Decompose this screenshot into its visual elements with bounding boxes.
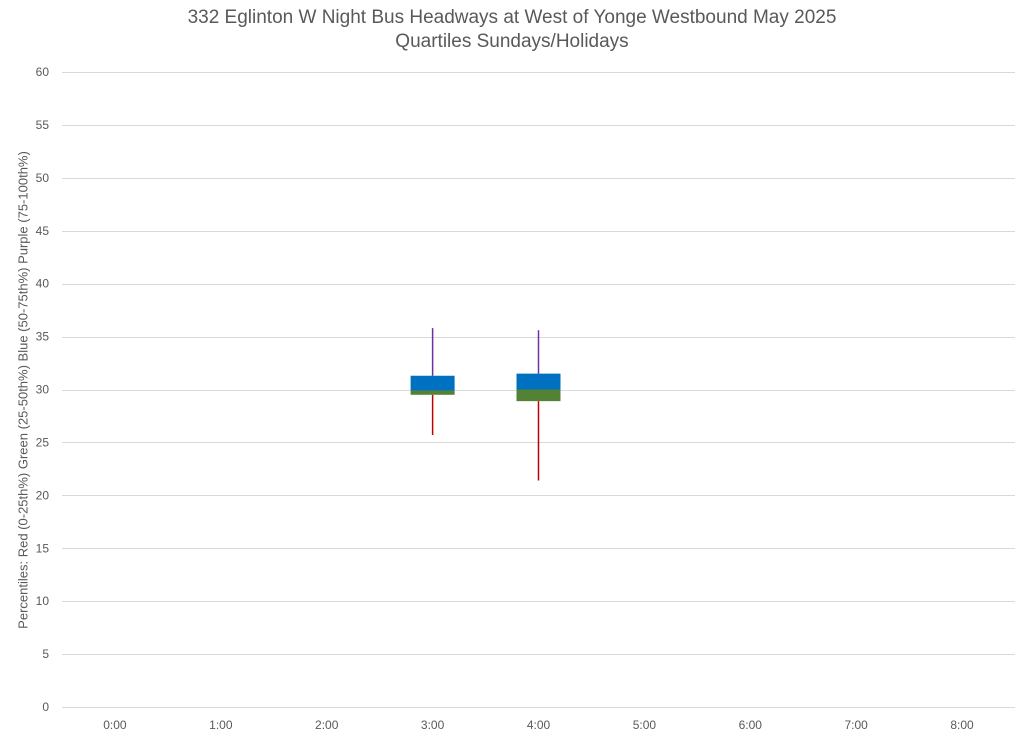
y-tick-label: 25 [36, 435, 50, 449]
chart-title: 332 Eglinton W Night Bus Headways at Wes… [187, 7, 837, 28]
box-plots [410, 328, 561, 481]
box-400 [516, 330, 561, 481]
y-tick-label: 35 [36, 330, 50, 344]
y-tick-label: 30 [36, 383, 50, 397]
x-tick-label: 4:00 [527, 718, 551, 732]
x-tick-label: 6:00 [739, 718, 763, 732]
upper-box [410, 375, 455, 391]
chart-subtitle: Quartiles Sundays/Holidays [395, 31, 629, 52]
chart-title-block: 332 Eglinton W Night Bus Headways at Wes… [0, 6, 1024, 54]
y-axis-ticks: 0 5 10 15 20 25 30 35 40 45 50 55 60 [36, 65, 50, 714]
upper-box [516, 373, 561, 390]
y-tick-label: 5 [42, 647, 49, 661]
y-tick-label: 45 [36, 224, 50, 238]
x-tick-label: 5:00 [633, 718, 657, 732]
y-tick-label: 60 [36, 65, 50, 79]
y-tick-label: 0 [42, 700, 49, 714]
x-tick-label: 3:00 [421, 718, 445, 732]
gridlines [62, 72, 1015, 708]
y-tick-label: 10 [36, 594, 50, 608]
x-axis-ticks: 0:00 1:00 2:00 3:00 4:00 5:00 6:00 7:00 8:00 [103, 718, 974, 732]
x-tick-label: 8:00 [950, 718, 974, 732]
x-tick-label: 0:00 [103, 718, 127, 732]
y-tick-label: 15 [36, 541, 50, 555]
x-tick-label: 2:00 [315, 718, 339, 732]
y-tick-label: 55 [36, 118, 50, 132]
y-tick-label: 40 [36, 277, 50, 291]
x-tick-label: 7:00 [844, 718, 868, 732]
lower-box [516, 389, 561, 402]
lower-box [410, 390, 455, 395]
y-tick-label: 20 [36, 488, 50, 502]
box-300 [410, 328, 455, 436]
y-tick-label: 50 [36, 171, 50, 185]
x-tick-label: 1:00 [209, 718, 233, 732]
